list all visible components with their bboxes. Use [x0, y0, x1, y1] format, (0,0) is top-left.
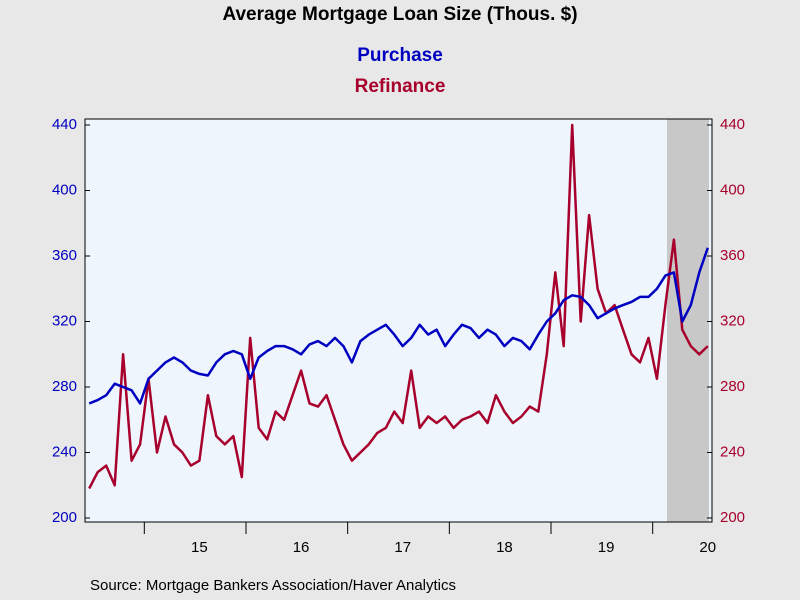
y2-tick-label: 400	[720, 181, 745, 198]
plot-area	[85, 119, 712, 522]
legend-entry: Purchase	[357, 45, 443, 66]
y-tick-label: 320	[52, 312, 77, 329]
y2-tick-label: 440	[720, 116, 745, 133]
x-tick-label: 18	[496, 539, 513, 556]
series-line	[88, 247, 709, 405]
y2-tick-label: 320	[720, 312, 745, 329]
legend-entry: Refinance	[355, 76, 446, 97]
y2-tick-label: 360	[720, 247, 745, 264]
y-tick-label: 240	[52, 443, 77, 460]
x-tick-label: 19	[598, 539, 615, 556]
chart-title: Average Mortgage Loan Size (Thous. $)	[222, 4, 577, 25]
source: Source: Mortgage Bankers Association/Hav…	[90, 577, 456, 594]
y-tick-label: 440	[52, 116, 77, 133]
recession-shade	[667, 119, 709, 522]
y-tick-label: 360	[52, 247, 77, 264]
y-tick-label: 280	[52, 378, 77, 395]
y2-tick-label: 200	[720, 509, 745, 526]
y-tick-label: 200	[52, 509, 77, 526]
y2-tick-label: 280	[720, 378, 745, 395]
x-tick-label: 15	[191, 539, 208, 556]
plot-frame	[84, 118, 713, 523]
x-tick-label: 20	[699, 539, 716, 556]
y2-tick-label: 240	[720, 443, 745, 460]
x-tick-label: 16	[293, 539, 310, 556]
series-line	[88, 123, 709, 490]
x-tick-label: 17	[394, 539, 411, 556]
y-tick-label: 400	[52, 181, 77, 198]
